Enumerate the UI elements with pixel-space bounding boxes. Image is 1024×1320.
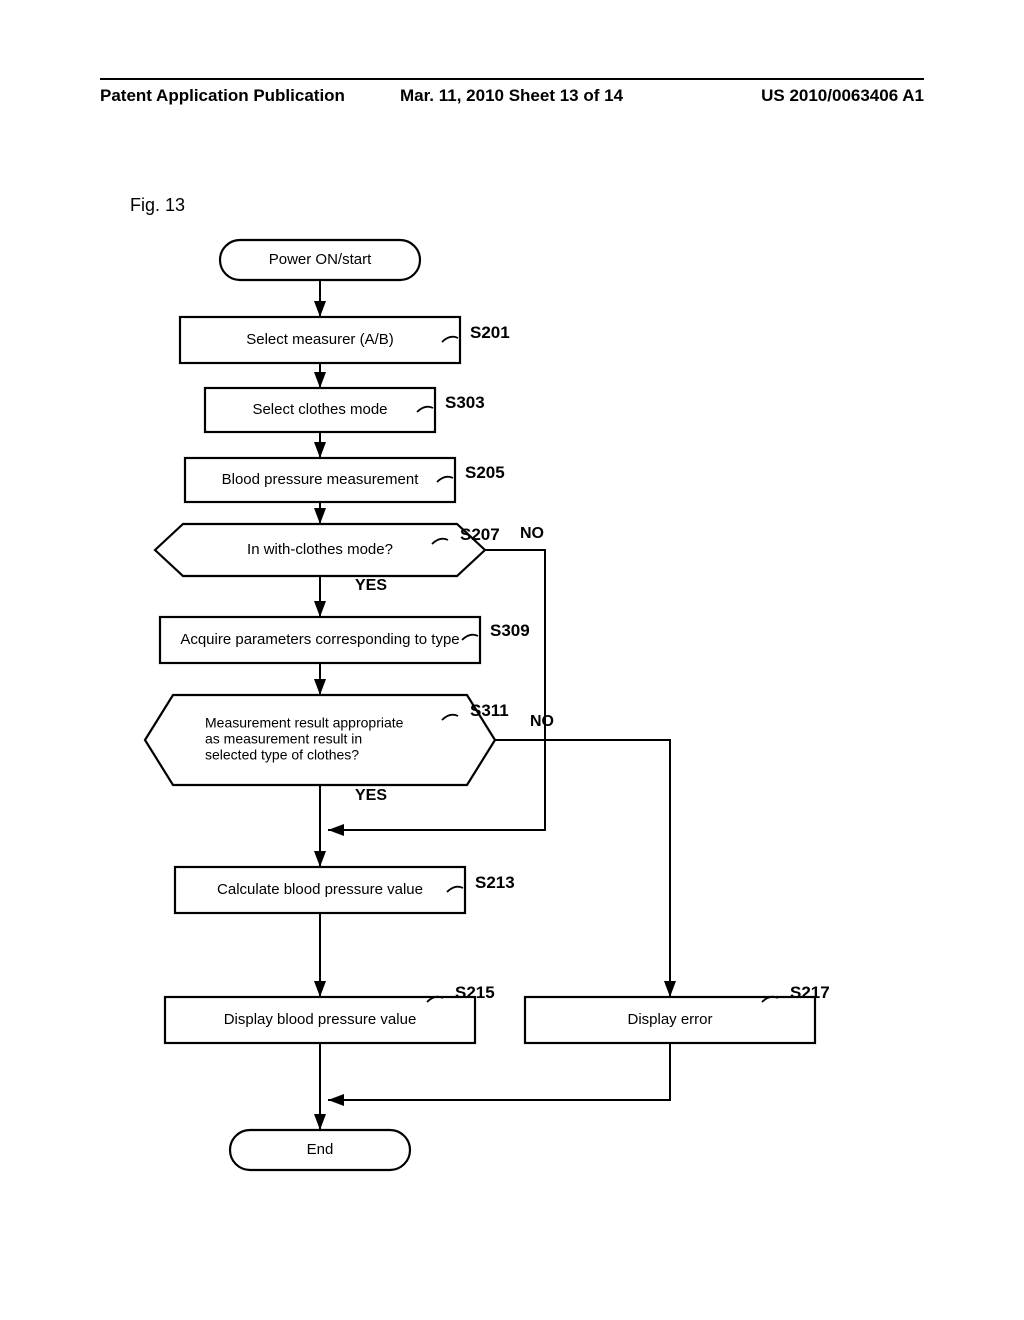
header-rule [100, 78, 924, 80]
header-right: US 2010/0063406 A1 [761, 86, 924, 106]
figure-label: Fig. 13 [130, 195, 185, 216]
svg-text:Select measurer (A/B): Select measurer (A/B) [246, 331, 394, 348]
svg-text:Select clothes mode: Select clothes mode [252, 401, 387, 418]
svg-text:S201: S201 [470, 323, 510, 342]
svg-text:S213: S213 [475, 873, 515, 892]
svg-text:S311: S311 [470, 701, 509, 720]
svg-text:S215: S215 [455, 983, 495, 1002]
header-center: Mar. 11, 2010 Sheet 13 of 14 [400, 86, 623, 106]
svg-text:Measurement result appropriate: Measurement result appropriate [205, 715, 404, 731]
svg-text:Blood pressure measurement: Blood pressure measurement [222, 471, 420, 488]
svg-text:End: End [307, 1141, 334, 1158]
svg-text:S303: S303 [445, 393, 485, 412]
svg-text:YES: YES [355, 577, 387, 594]
svg-text:S217: S217 [790, 983, 830, 1002]
svg-text:NO: NO [530, 713, 554, 730]
svg-text:S309: S309 [490, 621, 530, 640]
svg-text:Display blood pressure value: Display blood pressure value [224, 1011, 417, 1028]
svg-text:NO: NO [520, 525, 544, 542]
svg-text:In with-clothes mode?: In with-clothes mode? [247, 541, 393, 558]
page: Patent Application Publication Mar. 11, … [0, 0, 1024, 1320]
svg-text:Acquire parameters correspondi: Acquire parameters corresponding to type [180, 631, 459, 648]
svg-text:Power ON/start: Power ON/start [269, 251, 372, 268]
svg-text:S207: S207 [460, 525, 500, 544]
svg-text:Calculate blood pressure value: Calculate blood pressure value [217, 881, 423, 898]
svg-text:YES: YES [355, 787, 387, 804]
svg-text:as measurement result in: as measurement result in [205, 731, 362, 747]
svg-text:selected type of clothes?: selected type of clothes? [205, 747, 359, 763]
flowchart: Power ON/start Select measurer (A/B) Selec… [100, 230, 920, 1250]
svg-text:S205: S205 [465, 463, 505, 482]
svg-text:Display error: Display error [627, 1011, 712, 1028]
header-left: Patent Application Publication [100, 86, 345, 106]
